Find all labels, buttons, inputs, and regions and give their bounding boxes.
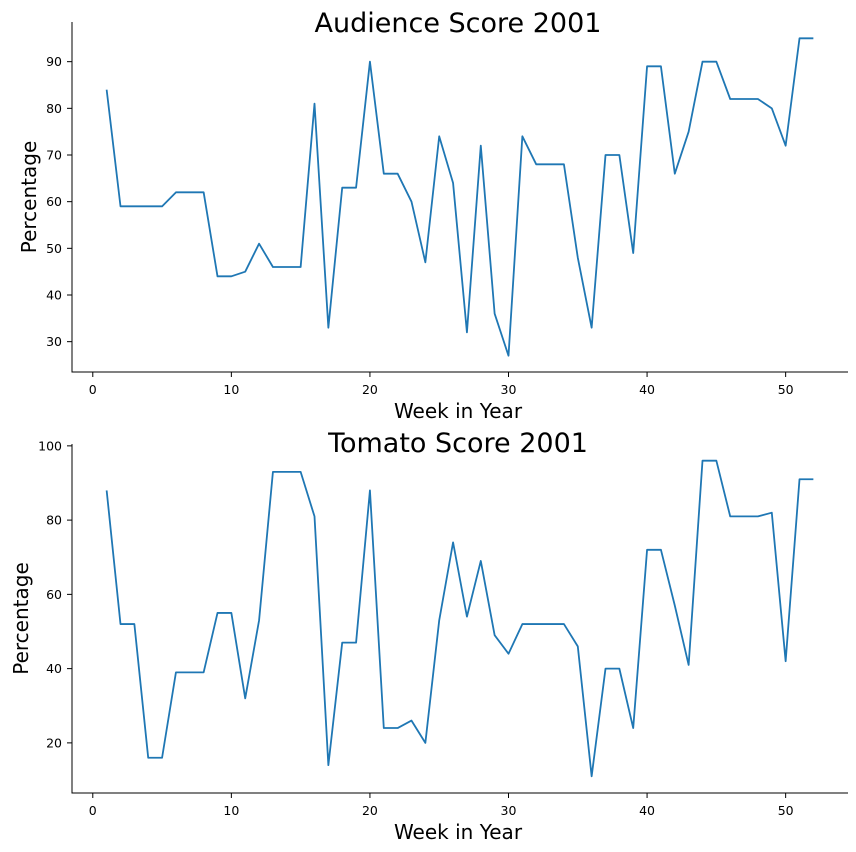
chart-title: Tomato Score 2001	[327, 428, 588, 459]
x-tick-label: 10	[223, 803, 239, 818]
y-tick-label: 60	[46, 194, 62, 209]
x-tick-label: 20	[362, 803, 378, 818]
y-axis-label: Percentage	[9, 562, 33, 675]
x-tick-label: 20	[362, 382, 378, 397]
x-tick-label: 50	[778, 803, 794, 818]
y-tick-label: 90	[46, 54, 62, 69]
y-tick-label: 80	[46, 101, 62, 116]
x-tick-label: 50	[778, 382, 794, 397]
y-tick-label: 80	[46, 513, 62, 528]
x-tick-label: 0	[89, 803, 97, 818]
y-tick-label: 40	[46, 288, 62, 303]
y-tick-label: 20	[46, 735, 62, 750]
series-line-1	[105, 37, 814, 357]
chart-title: Audience Score 2001	[315, 8, 602, 39]
x-axis-label: Week in Year	[394, 820, 523, 844]
y-tick-label: 30	[46, 334, 62, 349]
y-tick-label: 60	[46, 587, 62, 602]
x-tick-label: 30	[501, 803, 517, 818]
chart-panel-1: 30 40 50 60 70 80 90 0 10 20 30 40 50 Audience Score …	[17, 8, 848, 423]
y-axis-label: Percentage	[17, 141, 41, 254]
x-tick-label: 0	[89, 382, 97, 397]
y-tick-label: 100	[38, 438, 62, 453]
x-tick-label: 10	[223, 382, 239, 397]
y-tick-label: 50	[46, 241, 62, 256]
chart-panel-2: 20 40 60 80 100 0 10 20 30 40 50 Tomato Score 2001 W…	[9, 428, 848, 844]
series-line-1	[105, 459, 814, 778]
x-tick-label: 40	[639, 803, 655, 818]
x-tick-label: 40	[639, 382, 655, 397]
y-tick-label: 40	[46, 661, 62, 676]
x-axis-label: Week in Year	[394, 399, 523, 423]
x-tick-label: 30	[501, 382, 517, 397]
y-tick-label: 70	[46, 148, 62, 163]
